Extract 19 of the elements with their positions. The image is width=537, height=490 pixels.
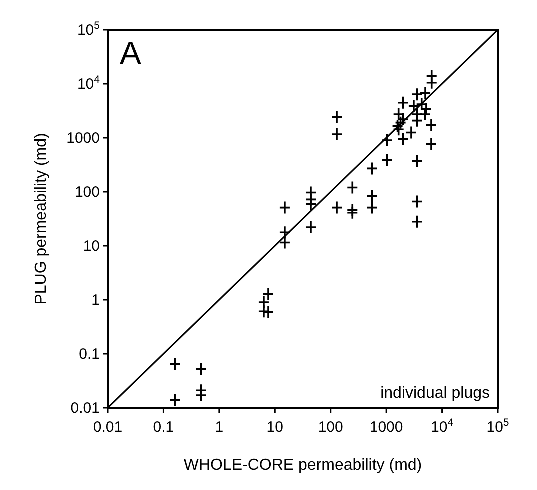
y-tick-label: 10$^{4}$ xyxy=(77,74,100,93)
x-tick-label: 10$^{5}$ xyxy=(486,417,510,436)
y-tick-label: 1000 xyxy=(66,130,100,147)
annotation: A xyxy=(120,35,142,71)
y-tick-label: 100 xyxy=(74,184,100,201)
y-tick-label: 10 xyxy=(83,238,100,255)
y-tick-label: 0.01 xyxy=(70,400,100,417)
y-tick-label: 0.1 xyxy=(79,346,100,363)
x-tick-label: 1 xyxy=(215,419,224,436)
y-axis-title: PLUG permeability (md) xyxy=(33,133,50,305)
y-tick-label: 1 xyxy=(92,292,100,309)
x-tick-label: 10$^{4}$ xyxy=(431,417,454,436)
annotation: individual plugs xyxy=(380,385,490,402)
x-tick-label: 1000 xyxy=(370,419,404,436)
y-tick-label: 10$^{5}$ xyxy=(77,20,100,39)
x-tick-label: 100 xyxy=(318,419,344,436)
x-tick-label: 0.1 xyxy=(153,419,174,436)
x-tick-label: 10 xyxy=(266,419,284,436)
x-axis-title: WHOLE-CORE permeability (md) xyxy=(184,457,422,474)
